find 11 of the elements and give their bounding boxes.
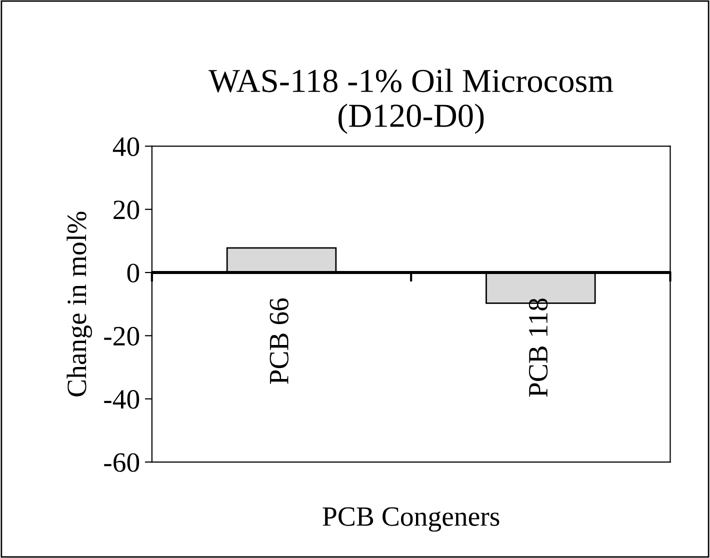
y-tick-label: 0 bbox=[127, 264, 140, 282]
y-tick-label: -20 bbox=[104, 326, 140, 346]
chart-title: WAS-118 -1% Oil Microcosm (D120-D0) bbox=[208, 68, 614, 134]
x-tick-label: PCB 118 bbox=[528, 298, 548, 397]
y-axis-title: Change in mol% bbox=[66, 212, 92, 396]
y-tick-label: 20 bbox=[114, 200, 140, 220]
x-tick-label: PCB 66 bbox=[270, 298, 288, 384]
y-tick-label: -40 bbox=[104, 390, 140, 409]
y-tick-label: -60 bbox=[104, 453, 140, 472]
y-tick-label: 40 bbox=[112, 137, 140, 156]
x-axis-title: PCB Congeners bbox=[322, 507, 500, 532]
